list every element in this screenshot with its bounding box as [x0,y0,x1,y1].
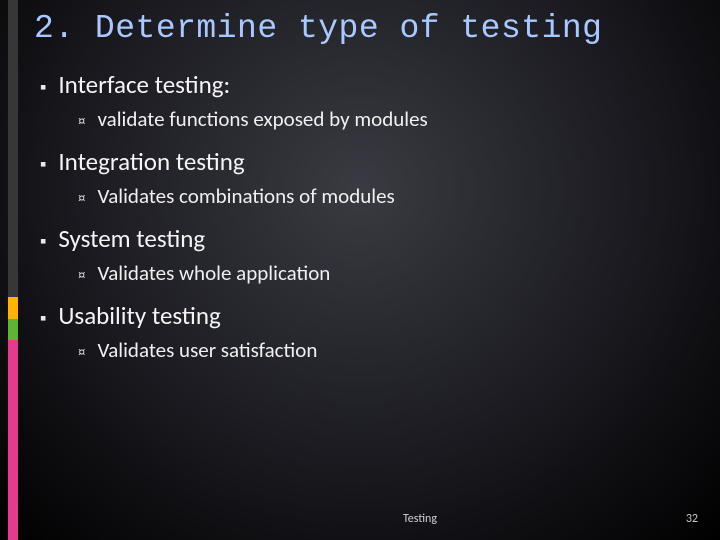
list-item-label: System testing [58,223,205,254]
list-subitem-label: Validates whole application [97,260,330,286]
footer-label: Testing [0,512,720,526]
bullet-l2-icon: ¤ [78,192,85,207]
accent-bar [8,0,18,540]
bullet-l2-icon: ¤ [78,346,85,361]
accent-segment-magenta [8,340,18,540]
list-item: ▪ Usability testing [40,300,700,331]
slide-body: 2. Determine type of testing ▪ Interface… [30,10,700,530]
accent-segment-yellow [8,297,18,319]
bullet-l1-icon: ▪ [40,78,46,96]
list-subitem: ¤ Validates whole application [78,260,700,286]
bullet-l1-icon: ▪ [40,155,46,173]
page-number: 32 [686,512,698,526]
bullet-l2-icon: ¤ [78,269,85,284]
list-subitem: ¤ Validates user satisfaction [78,337,700,363]
list-item-label: Usability testing [58,300,220,331]
accent-segment-green [8,319,18,341]
bullet-l1-icon: ▪ [40,309,46,327]
accent-segment-dark [8,0,18,297]
list-item: ▪ Integration testing [40,146,700,177]
list-subitem: ¤ validate functions exposed by modules [78,106,700,132]
list-subitem-label: Validates user satisfaction [97,337,317,363]
list-subitem-label: validate functions exposed by modules [97,106,427,132]
list-subitem: ¤ Validates combinations of modules [78,183,700,209]
slide-content: ▪ Interface testing: ¤ validate function… [40,69,700,363]
slide-title: 2. Determine type of testing [34,10,700,47]
list-item: ▪ Interface testing: [40,69,700,100]
list-item-label: Integration testing [58,146,244,177]
list-item: ▪ System testing [40,223,700,254]
list-item-label: Interface testing: [58,69,230,100]
bullet-l2-icon: ¤ [78,115,85,130]
list-subitem-label: Validates combinations of modules [97,183,394,209]
bullet-l1-icon: ▪ [40,232,46,250]
